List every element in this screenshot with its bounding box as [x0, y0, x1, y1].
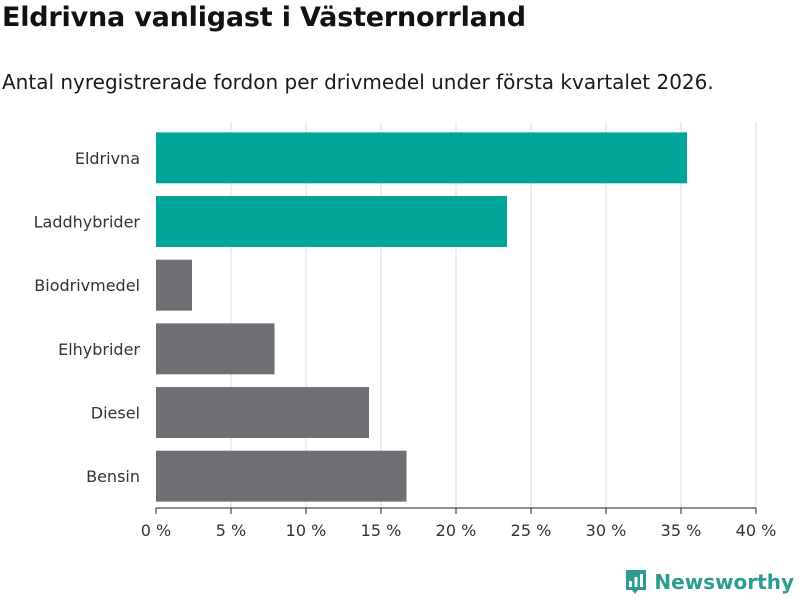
category-label-laddhybrider: Laddhybrider: [34, 213, 141, 232]
bars: [156, 132, 687, 502]
bar-eldrivna: [156, 132, 687, 184]
chart-subtitle: Antal nyregistrerade fordon per drivmede…: [2, 70, 714, 94]
bar-chart-logo-icon: [626, 570, 647, 594]
x-tick-label: 15 %: [361, 521, 402, 540]
bar-diesel: [156, 387, 369, 438]
bar-chart: Eldrivna Laddhybrider Biodrivmedel Elhybrid…: [34, 122, 777, 540]
x-tick-label: 40 %: [736, 521, 777, 540]
x-tick-label: 35 %: [661, 521, 702, 540]
category-label-biodrivmedel: Biodrivmedel: [34, 276, 140, 295]
bar-bensin: [156, 450, 407, 502]
category-labels: Eldrivna Laddhybrider Biodrivmedel Elhybrid…: [34, 149, 141, 486]
category-label-bensin: Bensin: [86, 467, 140, 486]
bar-biodrivmedel: [156, 259, 192, 311]
category-label-elhybrider: Elhybrider: [58, 340, 140, 359]
bar-elhybrider: [156, 323, 275, 375]
chart-title: Eldrivna vanligast i Västernorrland: [2, 2, 526, 33]
x-tick-label: 0 %: [141, 521, 171, 540]
x-axis-ticks: 0 % 5 % 10 % 15 % 20 % 25 % 30 % 35 % 40 %: [141, 508, 777, 540]
x-tick-label: 25 %: [511, 521, 552, 540]
gridlines: [230, 122, 757, 508]
x-tick-label: 5 %: [216, 521, 246, 540]
bar-laddhybrider: [156, 196, 507, 247]
category-label-eldrivna: Eldrivna: [75, 149, 140, 168]
x-tick-label: 30 %: [586, 521, 627, 540]
category-label-diesel: Diesel: [91, 404, 140, 423]
x-tick-label: 10 %: [286, 521, 327, 540]
brand-name: Newsworthy: [654, 570, 794, 594]
newsworthy-logo: Newsworthy: [624, 568, 794, 596]
x-tick-label: 20 %: [436, 521, 477, 540]
